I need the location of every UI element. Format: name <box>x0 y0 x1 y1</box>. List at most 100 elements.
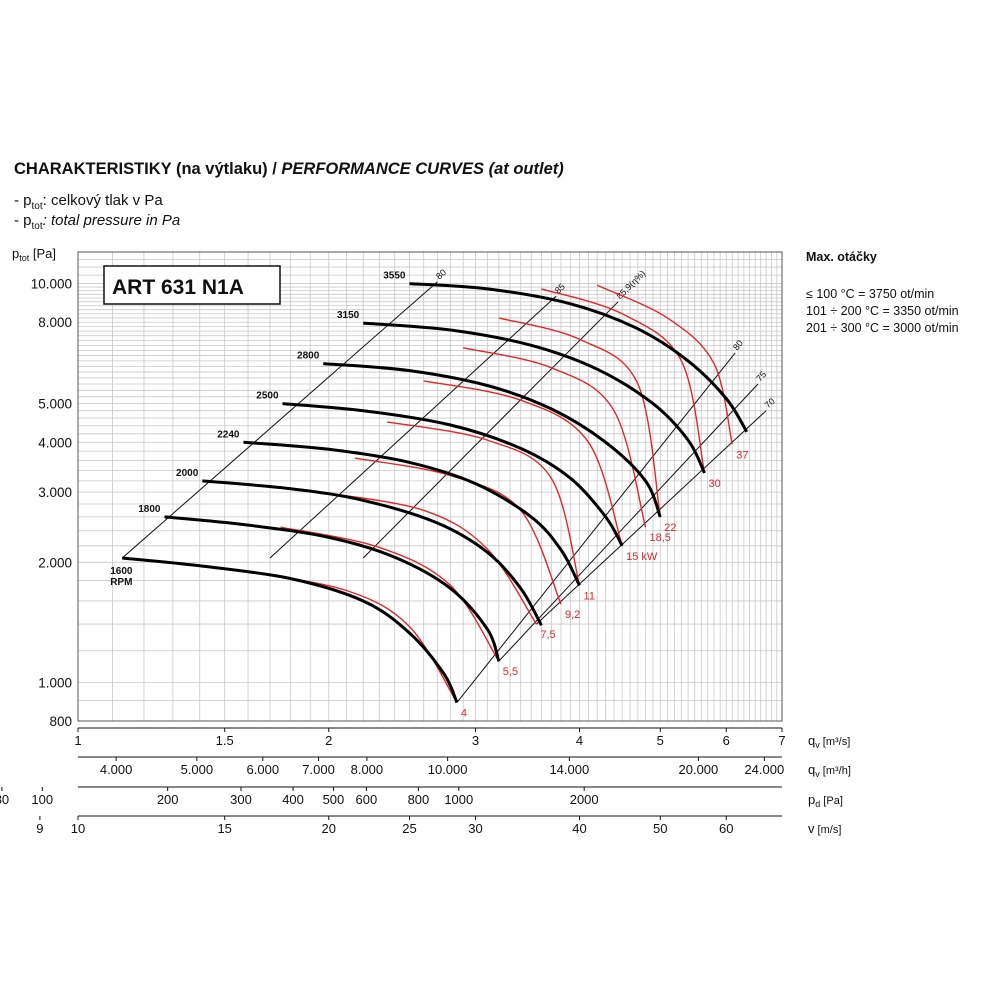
power-label: 30 <box>708 478 720 490</box>
speed-unit-label: RPM <box>110 577 132 588</box>
power-label: 18,5 <box>650 532 671 544</box>
x-tick-label: 10.000 <box>428 762 468 777</box>
speed-curve <box>202 479 543 627</box>
x-axis-label-unit: [m³/h] <box>820 765 851 777</box>
x-tick-label: 25 <box>402 821 416 836</box>
y-tick-label: 800 <box>49 714 72 729</box>
x-tick-label: 8.000 <box>351 762 384 777</box>
x-tick-label: 2000 <box>570 792 599 807</box>
x-axis-label: v [m/s] <box>808 821 841 836</box>
x-tick-label: 3 <box>472 733 479 748</box>
efficiency-label: 85,9(η%) <box>614 268 647 301</box>
max-rpm-line: 201 ÷ 300 °C = 3000 ot/min <box>806 321 959 335</box>
efficiency-label: 75 <box>754 369 768 383</box>
x-tick-label: 14.000 <box>549 762 589 777</box>
max-rpm-line: 101 ÷ 200 °C = 3350 ot/min <box>806 304 959 318</box>
power-label: 37 <box>736 449 748 461</box>
x-tick-label: 9 <box>36 821 43 836</box>
y-tick-label: 8.000 <box>38 315 72 330</box>
max-rpm-heading: Max. otáčky <box>806 250 877 264</box>
x-axis-label-unit: [m³/s] <box>820 736 851 748</box>
x-tick-label: 200 <box>157 792 179 807</box>
speed-curve <box>363 321 706 474</box>
efficiency-line <box>121 281 438 559</box>
power-label: 7,5 <box>540 629 555 641</box>
efficiency-label: 85 <box>553 281 567 295</box>
power-curve <box>319 491 537 625</box>
x-tick-label: 60 <box>719 821 733 836</box>
speed-label: 1600 <box>110 566 133 577</box>
x-tick-label: 1.5 <box>216 733 234 748</box>
efficiency-label: 80 <box>434 267 448 281</box>
x-tick-label: 100 <box>31 792 53 807</box>
chart-labels: ART 631 N1A <box>103 265 281 305</box>
x-tick-label: 40 <box>572 821 586 836</box>
power-curve <box>354 457 562 605</box>
x-tick-label: 15 <box>217 821 231 836</box>
x-tick-label: 4.000 <box>100 762 133 777</box>
speed-label: 1800 <box>138 504 161 515</box>
power-label: 11 <box>584 590 595 602</box>
max-rpm-line: ≤ 100 °C = 3750 ot/min <box>806 287 935 301</box>
x-tick-label: 300 <box>230 792 252 807</box>
power-curve <box>596 284 733 445</box>
x-tick-label: 7 <box>778 733 785 748</box>
power-curves: 4 5,5 7,5 9,2 11 15 kW 18,522 30 37 <box>243 284 748 720</box>
plot-frame <box>77 251 783 722</box>
speed-label: 3150 <box>337 310 360 321</box>
x-axis-label-unit: [m/s] <box>815 824 842 836</box>
x-tick-label: 10 <box>71 821 85 836</box>
y-axis-label-unit: [Pa] <box>29 246 56 261</box>
x-tick-label: 7.000 <box>302 762 335 777</box>
efficiency-line <box>498 383 759 662</box>
x-tick-label: 800 <box>408 792 430 807</box>
y-axis-label-sub: tot <box>19 253 30 263</box>
model-box <box>103 265 281 305</box>
efficiency-line <box>362 301 619 559</box>
x-tick-label: 6 <box>723 733 730 748</box>
efficiency-lines: 80 85 85,9(η%) 80 75 70 <box>121 267 777 703</box>
model-label: ART 631 N1A <box>112 276 244 299</box>
power-label: 9,2 <box>565 609 580 621</box>
x-axis-label-main: p <box>808 792 815 807</box>
x-tick-label: 24.000 <box>744 762 784 777</box>
x-axis-label-sub: v <box>815 740 820 750</box>
x-tick-label: 400 <box>282 792 304 807</box>
x-tick-label: 5 <box>657 733 664 748</box>
x-axis-label: pd [Pa] <box>808 792 843 809</box>
x-axis-label-unit: [Pa] <box>820 795 843 807</box>
y-axis-label: ptot [Pa] <box>12 246 56 263</box>
x-axis-label-sub: d <box>815 799 820 809</box>
speed-label: 2500 <box>256 391 279 402</box>
y-tick-label: 2.000 <box>38 555 72 570</box>
x-tick-label: 1000 <box>444 792 473 807</box>
efficiency-line <box>456 352 736 703</box>
x-tick-label: 6.000 <box>247 762 280 777</box>
legend-note-cz: - ptot: celkový tlak v Pa <box>14 192 163 212</box>
x-tick-label: 30 <box>468 821 482 836</box>
x-axis-label-main: q <box>808 733 815 748</box>
power-label: 4 <box>461 708 467 720</box>
x-tick-label: 1 <box>74 733 81 748</box>
y-axis-label-main: p <box>12 246 19 261</box>
speed-curve <box>164 515 501 662</box>
power-curve <box>386 421 581 586</box>
page-title: CHARAKTERISTIKY (na výtlaku) / PERFORMAN… <box>14 160 564 178</box>
x-axis-label-main: q <box>808 762 815 777</box>
x-axis-label-sub: v <box>815 769 820 779</box>
x-tick-label: 50 <box>653 821 667 836</box>
y-tick-label: 3.000 <box>38 485 72 500</box>
power-curve <box>423 380 623 547</box>
power-label: 5,5 <box>503 666 518 678</box>
efficiency-line <box>536 410 767 625</box>
x-tick-label: 5.000 <box>181 762 214 777</box>
speed-label: 2240 <box>217 429 240 440</box>
legend-note-en: - ptot: total pressure in Pa <box>14 212 181 232</box>
chart-grid <box>77 251 783 722</box>
speed-label: 2000 <box>176 468 199 479</box>
x-axis-label: qv [m³/s] <box>808 733 850 750</box>
power-curve <box>243 570 458 703</box>
x-tick-label: 4 <box>576 733 583 748</box>
x-tick-label: 500 <box>323 792 345 807</box>
